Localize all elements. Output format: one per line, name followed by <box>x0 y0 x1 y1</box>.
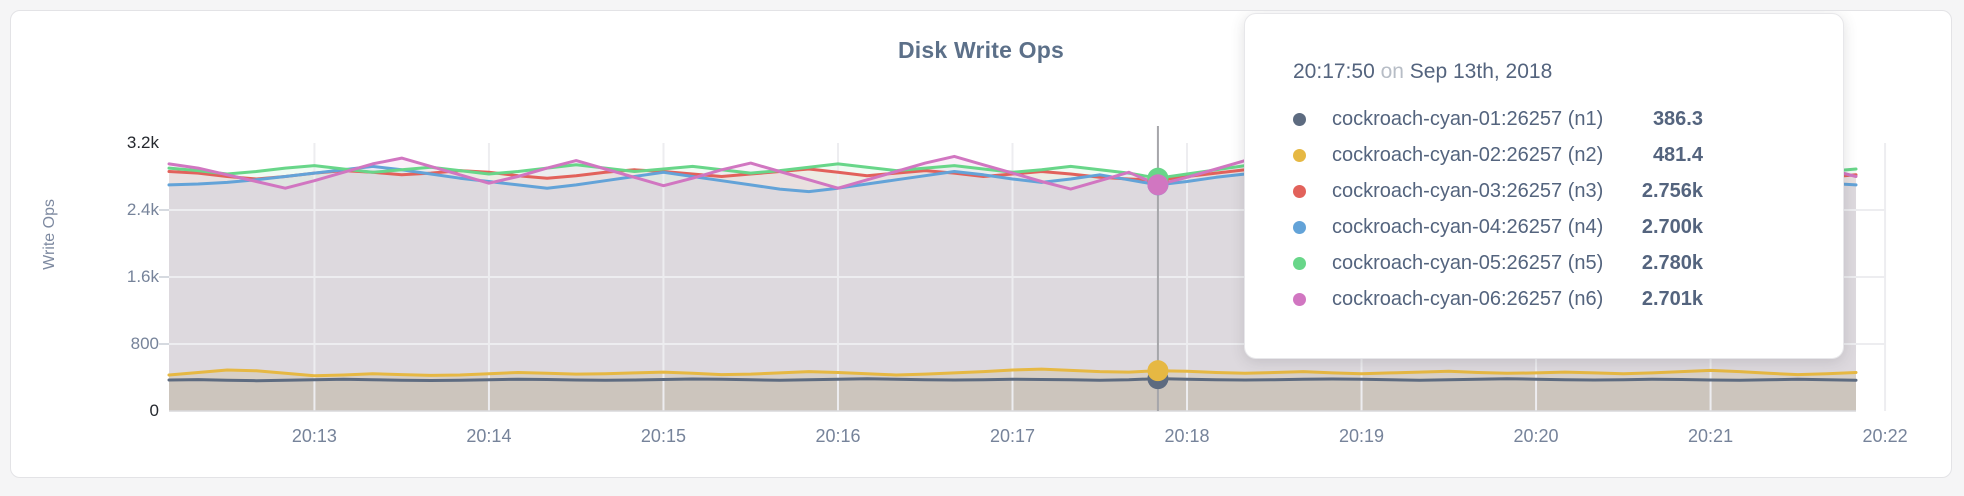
x-tick-label: 20:19 <box>1339 426 1385 446</box>
series-value: 2.780k <box>1641 251 1703 274</box>
series-name: cockroach-cyan-05:26257 (n5) <box>1332 251 1604 274</box>
tooltip-date: Sep 13th, 2018 <box>1409 60 1553 83</box>
y-tick-label: 3.2k <box>126 133 159 152</box>
series-color-dot <box>1293 112 1306 126</box>
series-color-dot <box>1293 148 1306 162</box>
series-name: cockroach-cyan-02:26257 (n2) <box>1332 143 1604 166</box>
hover-tooltip: 20:17:50 on Sep 13th, 2018 cockroach-cya… <box>1244 13 1844 359</box>
series-value: 481.4 <box>1652 143 1703 166</box>
x-tick-label: 20:18 <box>1164 426 1210 446</box>
tooltip-row: cockroach-cyan-02:26257 (n2) 481.4 <box>1245 137 1843 173</box>
x-tick-label: 20:21 <box>1688 426 1734 446</box>
x-tick-label: 20:22 <box>1862 426 1908 446</box>
chart-panel: Disk Write Ops Write Ops 3.2k 2.4k 1.6k 800… <box>10 10 1952 478</box>
tooltip-row: cockroach-cyan-01:26257 (n1) 386.3 <box>1245 101 1843 137</box>
x-tick-label: 20:17 <box>989 426 1036 446</box>
y-tick-label: 800 <box>130 334 159 353</box>
series-name: cockroach-cyan-03:26257 (n3) <box>1332 179 1604 202</box>
hover-dot-n2[interactable] <box>1147 360 1169 382</box>
x-tick-label: 20:16 <box>815 426 861 446</box>
x-tick-label: 20:14 <box>466 426 512 446</box>
y-axis-ticks: 3.2k 2.4k 1.6k 800 0 <box>11 11 159 477</box>
series-value: 2.700k <box>1641 215 1703 238</box>
series-name: cockroach-cyan-04:26257 (n4) <box>1332 215 1604 238</box>
series-value: 2.701k <box>1641 287 1703 310</box>
series-line-2 <box>167 367 1858 378</box>
tooltip-time: 20:17:50 <box>1293 60 1375 83</box>
x-tick-label: 20:15 <box>640 426 686 446</box>
series-line-1 <box>167 377 1858 383</box>
tooltip-conjunction: on <box>1380 60 1404 83</box>
series-name: cockroach-cyan-06:26257 (n6) <box>1332 287 1604 310</box>
series-value: 2.756k <box>1641 179 1703 202</box>
tooltip-row: cockroach-cyan-06:26257 (n6) 2.701k <box>1245 281 1843 317</box>
series-color-dot <box>1293 292 1306 306</box>
tooltip-row: cockroach-cyan-03:26257 (n3) 2.756k <box>1245 173 1843 209</box>
series-value: 386.3 <box>1652 107 1703 130</box>
tooltip-row: cockroach-cyan-04:26257 (n4) 2.700k <box>1245 209 1843 245</box>
series-color-dot <box>1293 220 1306 234</box>
tooltip-rows: cockroach-cyan-01:26257 (n1) 386.3 cockroa… <box>1245 101 1843 317</box>
x-tick-label: 20:20 <box>1513 426 1559 446</box>
chart-title: Disk Write Ops <box>898 37 1064 63</box>
hover-dot-n6[interactable] <box>1147 174 1169 196</box>
y-tick-label: 1.6k <box>126 267 159 286</box>
series-color-dot <box>1293 184 1306 198</box>
tooltip-header: 20:17:50 on Sep 13th, 2018 <box>1245 60 1843 84</box>
y-tick-label: 2.4k <box>126 200 159 219</box>
series-name: cockroach-cyan-01:26257 (n1) <box>1332 107 1604 130</box>
tooltip-row: cockroach-cyan-05:26257 (n5) 2.780k <box>1245 245 1843 281</box>
x-tick-label: 20:13 <box>291 426 337 446</box>
y-tick-label: 0 <box>149 401 159 420</box>
series-color-dot <box>1293 256 1306 270</box>
